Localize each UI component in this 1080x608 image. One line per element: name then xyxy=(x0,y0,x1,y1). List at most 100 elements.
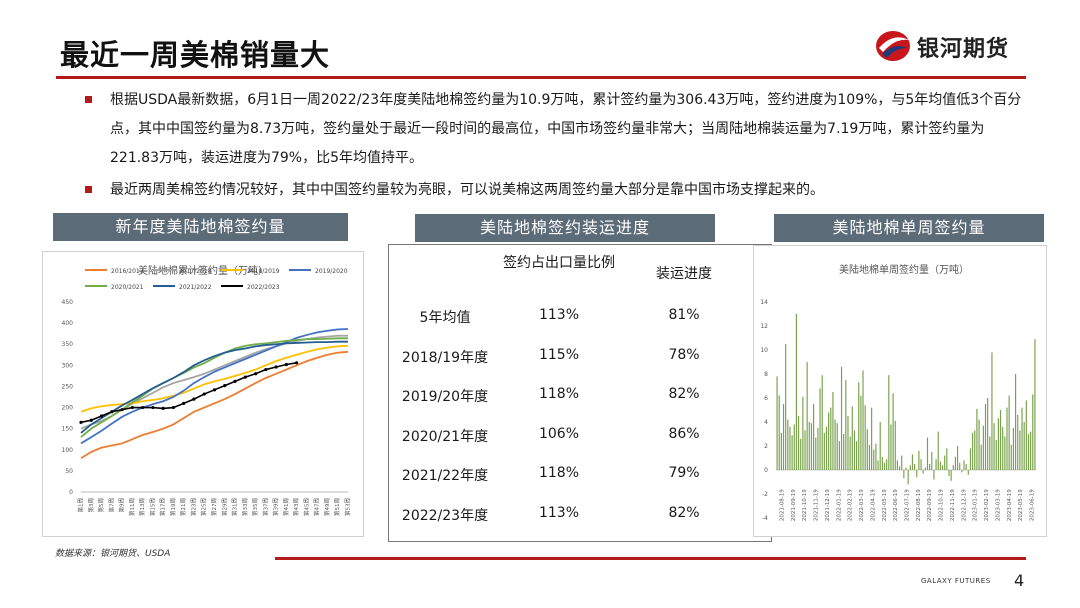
bar xyxy=(920,459,922,470)
table-row-label: 2019/20年度 xyxy=(401,389,489,405)
x-tick-label: 2023-02-19 xyxy=(984,489,990,521)
x-tick-label: 第37周 xyxy=(261,498,269,516)
table-header-shipping: 装运进度 xyxy=(656,266,712,282)
x-tick-label: 第31周 xyxy=(231,498,239,516)
bar xyxy=(931,452,933,470)
x-tick-label: 2022-10-19 xyxy=(939,489,945,521)
bar xyxy=(989,436,991,470)
bar xyxy=(888,375,890,470)
y-tick-label: 4 xyxy=(764,419,768,426)
galaxy-logo-icon xyxy=(876,31,910,61)
cumulative-chart-frame: 美陆地棉累计签约量（万吨） 2016/2017 2017/2018 2018/2019… xyxy=(42,251,364,537)
x-tick-label: 第27周 xyxy=(210,498,218,516)
bar xyxy=(797,416,800,470)
bar xyxy=(950,470,952,481)
x-tick-label: 第33周 xyxy=(241,498,249,516)
x-tick-label: 第29周 xyxy=(220,498,228,516)
series-point xyxy=(130,405,134,410)
bar xyxy=(1021,407,1023,470)
y-tick-label: 300 xyxy=(62,362,74,369)
bar xyxy=(819,388,821,470)
bar xyxy=(868,444,871,470)
bar xyxy=(939,461,941,470)
series-point xyxy=(264,367,268,372)
chart-title: 美陆地棉单周签约量（万吨） xyxy=(839,263,969,276)
bar xyxy=(1027,434,1030,470)
bar xyxy=(830,407,832,470)
series-point xyxy=(120,408,124,412)
y-tick-label: 8 xyxy=(764,371,768,378)
bar xyxy=(789,426,791,470)
x-tick-label: 第35周 xyxy=(251,498,259,516)
y-tick-label: 150 xyxy=(62,426,74,433)
x-tick-label: 第47周 xyxy=(313,498,321,516)
series-point xyxy=(274,365,278,369)
bar xyxy=(926,437,929,470)
table-cell: 82% xyxy=(668,504,700,521)
bar xyxy=(961,470,963,473)
y-tick-label: 2 xyxy=(764,443,768,450)
bar xyxy=(933,470,935,480)
x-tick-label: 2022-07-19 xyxy=(905,489,911,521)
bar xyxy=(832,392,834,470)
legend-item: 2022/2023 xyxy=(221,284,280,291)
series-point xyxy=(171,405,176,410)
bar xyxy=(896,460,898,470)
bar xyxy=(871,407,873,470)
bar xyxy=(810,423,813,470)
y-tick-label: 100 xyxy=(62,447,74,454)
bar xyxy=(815,437,817,470)
weekly-chart-frame: 美陆地棉单周签约量（万吨） -4 -2 0 2 4 6 8 10 12 14 2021-08-19 20… xyxy=(753,245,1047,537)
table-cell: 113% xyxy=(538,504,580,521)
table-cell: 113% xyxy=(538,307,580,323)
y-tick-label: 350 xyxy=(62,341,74,348)
bar xyxy=(997,418,999,470)
series-point xyxy=(202,392,206,396)
x-tick-label: 2021-10-19 xyxy=(802,489,808,521)
bar xyxy=(847,416,849,470)
right-panel-title: 美陆地棉单周签约量 xyxy=(774,214,1044,242)
bar xyxy=(838,441,840,470)
x-tick-label: 第11周 xyxy=(128,498,136,516)
bar xyxy=(834,419,836,470)
table-header-ratio: 签约占出口量比例 xyxy=(503,255,615,271)
bar xyxy=(1019,430,1021,470)
series-point xyxy=(141,405,145,410)
x-tick-label: 2023-05-19 xyxy=(1018,489,1024,521)
bar xyxy=(1012,428,1015,470)
bar xyxy=(963,460,965,470)
bar xyxy=(802,396,804,470)
series-point xyxy=(253,372,258,376)
bar xyxy=(782,404,785,470)
bar xyxy=(946,448,948,470)
bar xyxy=(892,393,894,470)
legend-label: 2016/2017 xyxy=(111,268,144,275)
bar xyxy=(1025,400,1027,470)
bar xyxy=(929,464,931,470)
x-tick-label: 2022-06-19 xyxy=(893,489,899,521)
bar xyxy=(907,470,909,485)
x-tick-label: 第5周 xyxy=(97,498,105,513)
bar xyxy=(825,426,828,470)
bar xyxy=(817,428,819,470)
x-tick-label: 2022-12-19 xyxy=(961,489,967,521)
x-tick-label: 第17周 xyxy=(159,498,167,516)
series-point xyxy=(79,420,83,424)
bar xyxy=(860,395,862,470)
series-point xyxy=(284,362,288,367)
bar xyxy=(873,449,875,470)
series-line xyxy=(80,337,348,438)
bar xyxy=(821,375,823,470)
middle-panel-title: 美陆地棉签约装运进度 xyxy=(415,214,715,242)
x-tick-label: 第15周 xyxy=(148,498,156,516)
bar xyxy=(843,434,845,470)
legend-label: 2018/2019 xyxy=(247,268,280,275)
series-point xyxy=(233,379,237,383)
bar xyxy=(1004,436,1006,470)
bar xyxy=(864,405,866,470)
legend-item: 2020/2021 xyxy=(85,284,144,291)
x-tick-label: 2022-03-19 xyxy=(859,489,865,521)
bar xyxy=(1032,394,1034,470)
series-line xyxy=(80,362,297,424)
bullet-item: 最近两周美棉签约情况较好，其中中国签约量较为亮眼，可以说美棉这两周签约量大部分是… xyxy=(82,176,1032,205)
